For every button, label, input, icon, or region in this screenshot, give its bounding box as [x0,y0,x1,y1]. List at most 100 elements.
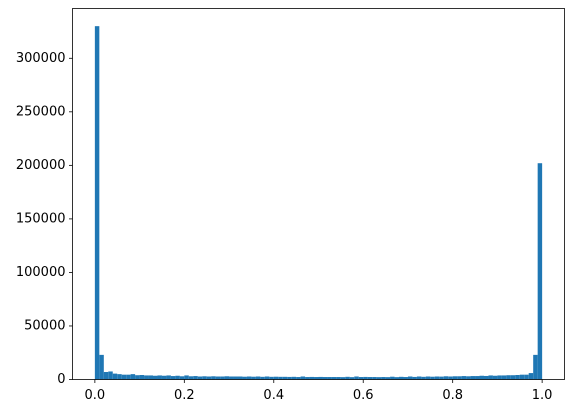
bar [506,375,511,380]
bar [372,377,377,380]
bar [135,375,140,380]
bar [287,376,292,380]
bar [466,376,471,380]
bar [336,377,341,380]
bar [139,375,145,380]
bar [376,377,382,380]
bar [166,375,171,380]
bar [385,377,391,380]
bar [117,374,122,380]
bar [99,354,104,380]
bar [94,26,100,380]
bar [233,376,238,380]
x-tick-label: 0.0 [85,388,106,403]
bar [206,376,212,380]
bar [363,376,368,380]
bar [479,375,484,380]
bar [224,376,230,380]
y-tick-label: 50000 [24,318,65,333]
bar [349,377,355,380]
y-tick-label: 0 [57,372,65,387]
axes-frame [72,8,565,380]
x-tick-label: 0.4 [263,388,284,403]
bar [246,376,252,380]
bar [439,376,444,380]
bar [412,376,417,380]
bar [497,375,502,380]
bar [291,376,297,380]
bar [296,377,301,380]
x-tick-label: 0.8 [442,388,463,403]
bar [305,377,310,380]
bar [421,376,426,380]
bar [264,376,270,380]
bar [242,376,247,380]
x-tick-label: 0.2 [174,388,195,403]
bar [170,376,176,380]
bar [367,377,373,380]
bar [273,376,279,380]
bar [130,374,136,380]
bar [121,374,127,380]
bar [488,375,493,380]
bar [425,376,431,380]
bar [318,376,323,380]
bar [144,375,149,380]
bar [175,375,180,380]
bar [533,354,538,380]
bar [282,376,288,380]
bar [197,376,203,380]
bar [430,376,435,380]
bar [148,375,154,380]
bar [510,375,516,380]
bar [126,374,131,380]
bar [358,377,364,380]
bar [179,376,185,380]
bar [309,376,315,380]
bar [188,376,194,380]
bar [519,374,525,380]
bar [153,375,158,380]
bar [354,376,359,380]
bar [483,375,489,380]
bar [448,376,453,380]
bar [269,376,274,380]
bar [161,375,167,380]
bar [103,372,109,380]
y-tick-label: 150000 [16,211,66,226]
y-tick-label: 100000 [16,265,66,280]
bar [501,375,507,380]
y-tick-label: 200000 [16,158,66,173]
bar [260,376,265,380]
bar [237,376,243,380]
bar [537,163,543,380]
bar [403,377,408,380]
bar [314,377,319,380]
bar [220,376,225,380]
bar [457,376,462,380]
x-tick-label: 1.0 [532,388,553,403]
bar [202,376,207,380]
y-tick-label: 300000 [16,51,66,66]
bar [300,376,306,380]
bar [229,376,234,380]
bar [399,376,404,380]
bar [112,373,118,380]
bar [434,376,440,380]
bar [211,376,216,380]
bar [461,376,467,380]
bar [528,373,534,380]
bar [108,371,113,380]
bar [278,376,283,380]
bar [390,376,395,380]
bar [327,377,332,380]
bar [215,376,221,380]
bar [475,376,480,380]
bar [515,375,520,380]
bar [251,376,256,380]
y-tick-label: 250000 [16,104,66,119]
bar [322,377,328,380]
bar [394,377,400,380]
